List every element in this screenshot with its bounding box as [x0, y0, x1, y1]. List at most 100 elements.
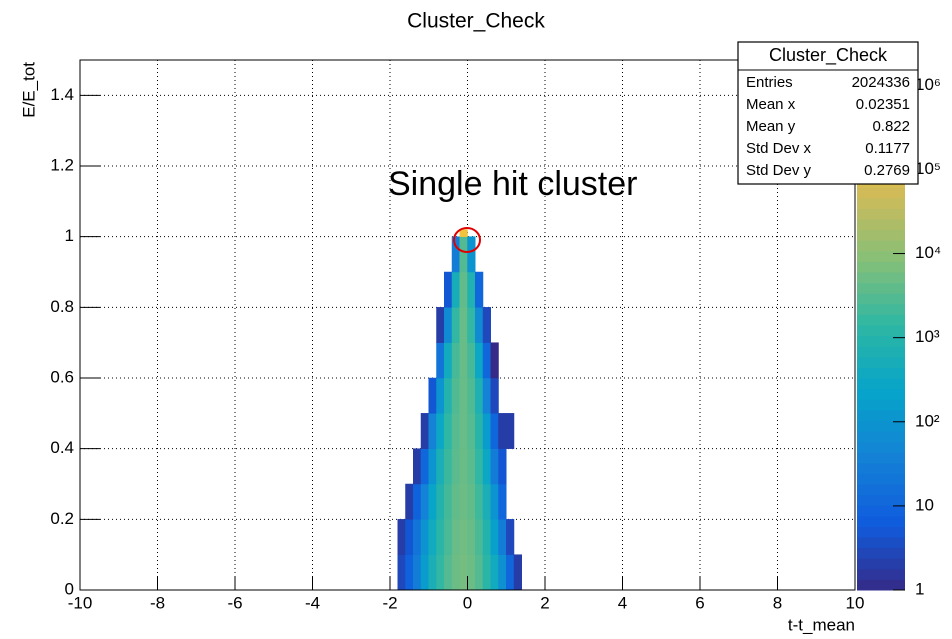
cell: [498, 519, 507, 555]
cell: [451, 307, 460, 343]
cell: [413, 554, 422, 591]
y-tick-label: 0.4: [50, 438, 74, 457]
z-tick-label: 10³: [915, 327, 940, 346]
y-tick-label: 1.2: [50, 155, 74, 174]
stats-value: 0.822: [872, 118, 910, 135]
cell: [428, 483, 437, 520]
stats-title: Cluster_Check: [769, 45, 888, 66]
cell: [444, 377, 453, 414]
cell: [467, 448, 476, 485]
cell: [451, 377, 460, 414]
cell: [428, 554, 437, 591]
cell: [444, 519, 453, 555]
palette-band: [857, 272, 905, 284]
cell: [475, 377, 484, 414]
palette-band: [857, 314, 905, 326]
cell: [467, 236, 476, 273]
palette-band: [857, 219, 905, 231]
cell: [506, 554, 515, 591]
palette-band: [857, 473, 905, 485]
palette-band: [857, 462, 905, 474]
cell: [498, 483, 507, 520]
palette-band: [857, 452, 905, 464]
cell: [405, 519, 414, 555]
cell: [459, 236, 468, 273]
cell: [444, 307, 453, 343]
cell: [413, 519, 422, 555]
palette-band: [857, 537, 905, 549]
stats-label: Std Dev y: [746, 162, 812, 179]
cell: [397, 554, 406, 591]
highlight-circle: [453, 227, 481, 253]
palette-band: [857, 388, 905, 400]
cell: [475, 271, 484, 308]
z-tick-label: 10⁴: [915, 243, 941, 262]
cell: [444, 271, 453, 308]
cell: [420, 448, 429, 485]
cell: [428, 519, 437, 555]
cell: [467, 413, 476, 449]
cell: [444, 483, 453, 520]
y-tick-label: 0.8: [50, 297, 74, 316]
palette-band: [857, 240, 905, 252]
y-tick-label: 0.2: [50, 509, 74, 528]
cell: [451, 483, 460, 520]
cell: [436, 413, 445, 449]
palette-band: [857, 441, 905, 453]
y-tick-label: 0: [65, 579, 74, 598]
cell: [397, 519, 406, 555]
palette-band: [857, 431, 905, 443]
cell: [451, 413, 460, 449]
cell: [459, 413, 468, 449]
cell: [444, 413, 453, 449]
palette-band: [857, 356, 905, 368]
cell: [475, 342, 484, 379]
x-tick-label: 4: [618, 593, 627, 612]
palette-band: [857, 346, 905, 358]
cell: [451, 448, 460, 485]
x-tick-label: -6: [227, 593, 242, 612]
x-tick-label: -2: [382, 593, 397, 612]
palette-band: [857, 547, 905, 559]
cell: [475, 307, 484, 343]
z-tick-label: 10⁶: [915, 75, 941, 94]
cell: [428, 413, 437, 449]
x-tick-label: 8: [773, 593, 782, 612]
z-tick-label: 10⁵: [915, 159, 941, 178]
cell: [405, 483, 414, 520]
palette-band: [857, 303, 905, 315]
cell: [498, 554, 507, 591]
palette-band: [857, 505, 905, 517]
cell: [513, 554, 522, 591]
palette-band: [857, 399, 905, 411]
cell: [459, 448, 468, 485]
cell: [475, 413, 484, 449]
palette-band: [857, 378, 905, 390]
stats-value: 0.02351: [856, 96, 910, 113]
cell: [451, 554, 460, 591]
palette-band: [857, 420, 905, 432]
palette-band: [857, 494, 905, 506]
palette-band: [857, 261, 905, 273]
stats-value: 2024336: [852, 74, 910, 91]
cells: [397, 229, 522, 591]
cell: [490, 413, 499, 449]
cell: [490, 448, 499, 485]
z-tick-label: 1: [915, 579, 924, 598]
cell: [467, 519, 476, 555]
stats-background: [737, 41, 919, 185]
palette-band: [857, 208, 905, 220]
stats-value: 0.1177: [865, 140, 910, 157]
cell: [482, 307, 491, 343]
cell: [413, 483, 422, 520]
cell: [482, 377, 491, 414]
cell: [451, 342, 460, 379]
stats-label: Std Dev x: [746, 140, 812, 157]
stats-box: Cluster_Check Entries 2024336 Mean x 0.02351…: [737, 41, 919, 185]
palette-band: [857, 197, 905, 209]
cell: [467, 342, 476, 379]
cell: [506, 519, 515, 555]
x-tick-label: -8: [150, 593, 165, 612]
cell: [420, 413, 429, 449]
cell: [467, 554, 476, 591]
